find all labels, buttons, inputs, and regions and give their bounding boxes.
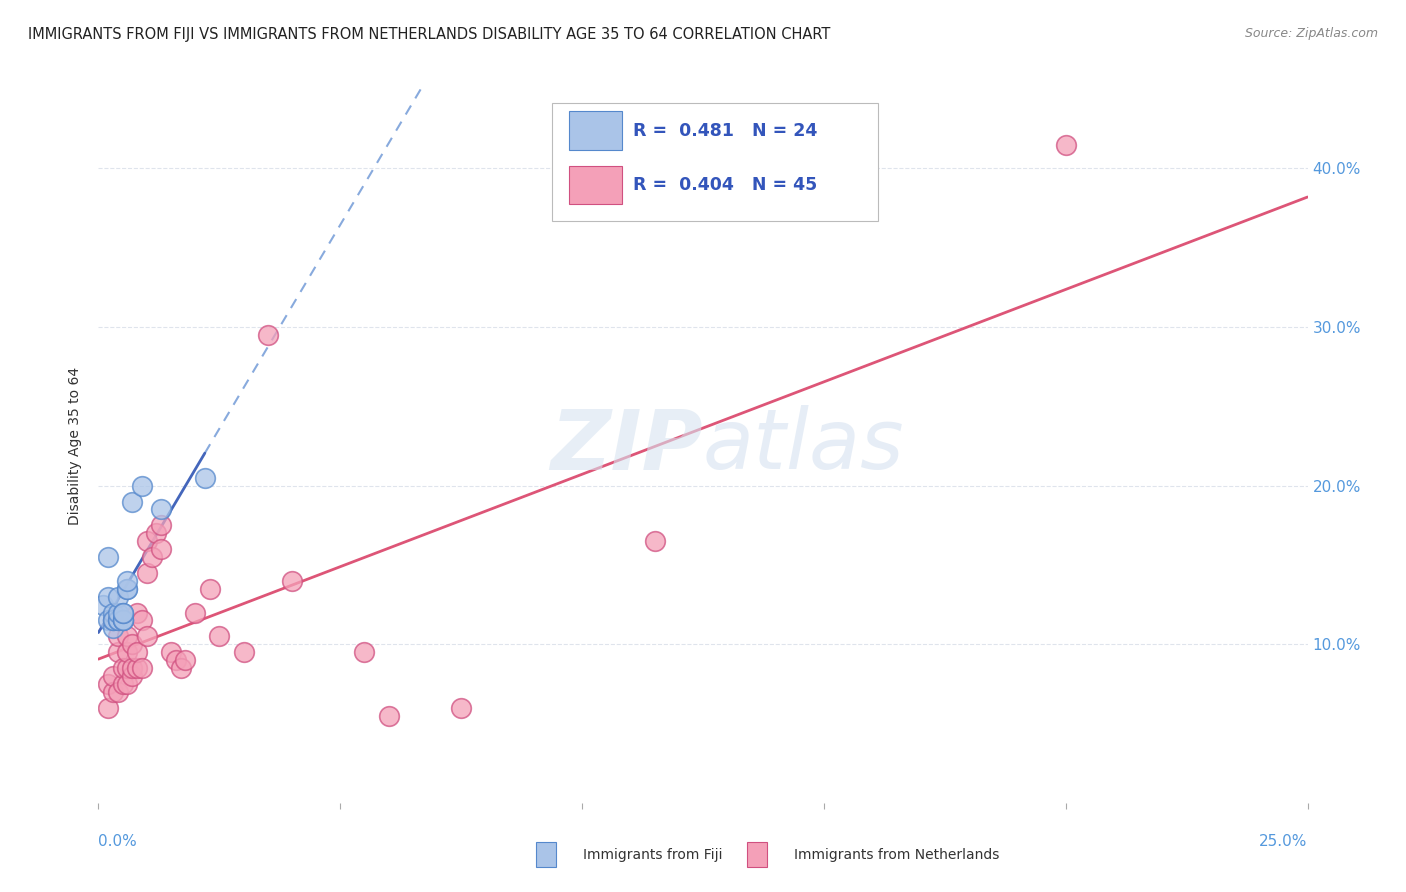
Point — [91, 598, 114, 612]
Point — [160, 645, 183, 659]
Point — [353, 645, 375, 659]
Point — [111, 606, 134, 620]
Point — [101, 685, 124, 699]
Point — [101, 614, 124, 628]
Point — [117, 574, 139, 588]
Point — [194, 471, 217, 485]
Point — [97, 549, 120, 564]
Point — [111, 614, 134, 628]
Point — [121, 494, 143, 508]
Text: 0.0%: 0.0% — [98, 834, 138, 849]
Point — [198, 582, 221, 596]
FancyBboxPatch shape — [569, 112, 621, 150]
Point — [184, 606, 207, 620]
Point — [101, 614, 124, 628]
Point — [131, 661, 153, 675]
Point — [107, 685, 129, 699]
Point — [150, 518, 173, 533]
Point — [145, 526, 167, 541]
Text: atlas: atlas — [703, 406, 904, 486]
Point — [107, 590, 129, 604]
Point — [135, 629, 157, 643]
Point — [117, 645, 139, 659]
Point — [101, 621, 124, 635]
Point — [127, 606, 149, 620]
Point — [281, 574, 304, 588]
Point — [117, 629, 139, 643]
Point — [97, 614, 120, 628]
Point — [1054, 137, 1077, 152]
FancyBboxPatch shape — [553, 103, 879, 221]
Point — [208, 629, 231, 643]
Point — [127, 661, 149, 675]
Point — [107, 606, 129, 620]
Point — [97, 700, 120, 714]
Point — [127, 645, 149, 659]
Text: Immigrants from Netherlands: Immigrants from Netherlands — [794, 847, 1000, 862]
Point — [169, 661, 191, 675]
Text: IMMIGRANTS FROM FIJI VS IMMIGRANTS FROM NETHERLANDS DISABILITY AGE 35 TO 64 CORR: IMMIGRANTS FROM FIJI VS IMMIGRANTS FROM … — [28, 27, 831, 42]
Point — [117, 582, 139, 596]
Text: ZIP: ZIP — [550, 406, 703, 486]
Point — [111, 661, 134, 675]
Y-axis label: Disability Age 35 to 64: Disability Age 35 to 64 — [69, 367, 83, 525]
Text: 25.0%: 25.0% — [1260, 834, 1308, 849]
Point — [121, 661, 143, 675]
Point — [111, 614, 134, 628]
Point — [232, 645, 254, 659]
Text: Source: ZipAtlas.com: Source: ZipAtlas.com — [1244, 27, 1378, 40]
Point — [644, 534, 666, 549]
Point — [117, 582, 139, 596]
Text: R =  0.404   N = 45: R = 0.404 N = 45 — [633, 176, 817, 194]
FancyBboxPatch shape — [569, 166, 621, 204]
Point — [97, 590, 120, 604]
Point — [150, 502, 173, 516]
Point — [107, 614, 129, 628]
Point — [101, 614, 124, 628]
Text: R =  0.481   N = 24: R = 0.481 N = 24 — [633, 121, 817, 139]
Point — [131, 614, 153, 628]
Point — [135, 534, 157, 549]
Point — [117, 677, 139, 691]
Point — [121, 637, 143, 651]
Point — [111, 614, 134, 628]
Point — [117, 661, 139, 675]
Point — [174, 653, 197, 667]
Point — [111, 614, 134, 628]
Point — [131, 478, 153, 492]
Point — [107, 629, 129, 643]
Point — [107, 645, 129, 659]
Text: Immigrants from Fiji: Immigrants from Fiji — [583, 847, 723, 862]
Point — [135, 566, 157, 580]
Point — [121, 669, 143, 683]
Point — [377, 708, 399, 723]
Point — [256, 328, 278, 343]
Point — [450, 700, 472, 714]
Point — [150, 542, 173, 557]
Point — [141, 549, 163, 564]
Point — [97, 677, 120, 691]
Point — [111, 606, 134, 620]
Point — [165, 653, 187, 667]
Point — [101, 606, 124, 620]
Point — [101, 669, 124, 683]
Point — [111, 677, 134, 691]
Point — [107, 614, 129, 628]
